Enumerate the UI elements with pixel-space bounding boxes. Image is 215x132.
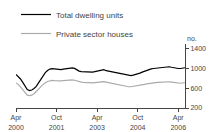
svg-text:600: 600	[190, 85, 202, 92]
svg-text:Oct2004: Oct2004	[130, 114, 146, 130]
svg-text:200: 200	[190, 104, 202, 111]
svg-text:Apr2003: Apr2003	[89, 114, 105, 130]
svg-text:Total dwelling units: Total dwelling units	[56, 11, 123, 20]
svg-text:no.: no.	[187, 35, 197, 42]
svg-text:Oct2001: Oct2001	[49, 114, 65, 130]
svg-text:1000: 1000	[190, 65, 206, 72]
svg-text:Apr2000: Apr2000	[8, 114, 24, 130]
svg-text:1400: 1400	[190, 45, 206, 52]
svg-text:Private sector houses: Private sector houses	[56, 30, 133, 39]
svg-text:Apr2006: Apr2006	[170, 114, 186, 130]
